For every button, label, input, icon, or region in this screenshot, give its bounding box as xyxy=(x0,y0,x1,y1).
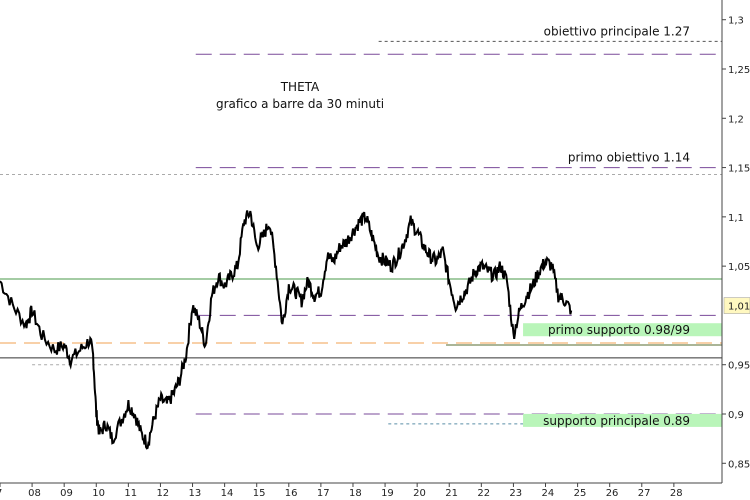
x-tick-label: 13 xyxy=(189,488,202,499)
y-tick-label: 1,2 xyxy=(728,114,744,125)
support-label: primo supporto 0.98/99 xyxy=(548,323,690,337)
chart-subtitle: grafico a barre da 30 minuti xyxy=(216,97,384,111)
x-tick-label: 22 xyxy=(477,488,490,499)
x-tick-label: 23 xyxy=(509,488,522,499)
x-tick-label: 09 xyxy=(60,488,73,499)
x-tick-label: 7 xyxy=(0,488,2,499)
last-price-label: 1,01 xyxy=(728,302,750,313)
y-tick-label: 1,15 xyxy=(728,164,750,175)
x-tick-label: 21 xyxy=(445,488,458,499)
x-tick-label: 25 xyxy=(574,488,587,499)
price-line xyxy=(0,210,573,450)
x-tick-label: 24 xyxy=(542,488,555,499)
y-tick-label: 1,25 xyxy=(728,65,750,76)
support-box xyxy=(523,413,722,427)
y-tick-label: 0,85 xyxy=(728,459,750,470)
x-tick-label: 12 xyxy=(156,488,169,499)
x-tick-label: 18 xyxy=(349,488,362,499)
x-tick-label: 14 xyxy=(221,488,234,499)
y-tick-label: 0,9 xyxy=(728,410,744,421)
x-tick-label: 08 xyxy=(28,488,41,499)
y-tick-label: 1,1 xyxy=(728,213,744,224)
last-price-box xyxy=(723,297,750,314)
y-tick-label: 1,3 xyxy=(728,16,744,27)
level-lines xyxy=(0,40,722,425)
x-tick-label: 28 xyxy=(670,488,683,499)
level-note: primo obiettivo 1.14 xyxy=(568,151,690,165)
annotations: obiettivo principale 1.27 primo obiettivo… xyxy=(523,24,722,428)
x-tick-label: 11 xyxy=(124,488,137,499)
x-tick-label: 27 xyxy=(638,488,651,499)
level-note: obiettivo principale 1.27 xyxy=(544,24,690,38)
support-box xyxy=(523,323,722,337)
x-tick-label: 17 xyxy=(317,488,330,499)
support-label: supporto principale 0.89 xyxy=(543,414,690,428)
x-tick-label: 10 xyxy=(92,488,105,499)
price-series xyxy=(0,210,573,450)
x-tick-label: 15 xyxy=(253,488,266,499)
y-tick-label: 1,05 xyxy=(728,262,750,273)
x-tick-label: 16 xyxy=(285,488,298,499)
x-tick-label: 20 xyxy=(413,488,426,499)
x-tick-label: 26 xyxy=(606,488,619,499)
x-tick-label: 19 xyxy=(381,488,394,499)
y-tick-label: 0,95 xyxy=(728,361,750,372)
chart-title: THETA xyxy=(280,80,320,94)
